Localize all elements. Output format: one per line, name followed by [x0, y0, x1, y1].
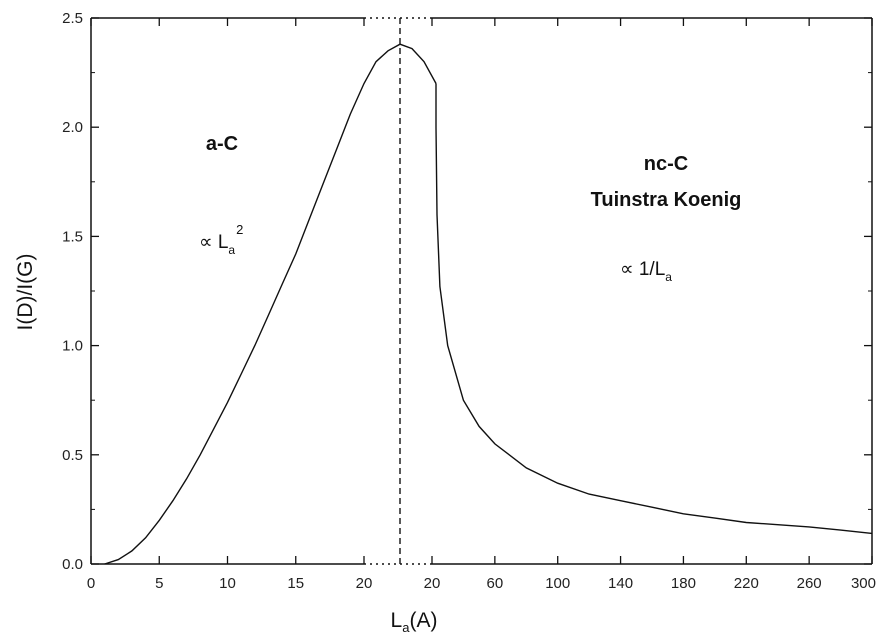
y-tick-label: 1.0 [62, 338, 83, 355]
nc-c-formula-sub: a [665, 270, 672, 284]
x-tick-label-right: 60 [487, 575, 504, 592]
nc-c-formula: ∝ 1/La [620, 259, 672, 284]
series-falling-line [435, 83, 873, 535]
axis-break-markers [364, 17, 432, 565]
x-tick-label-right: 20 [424, 575, 441, 592]
x-axis-ticks: 0 5 10 15 20 20 60 100 140 180 220 260 300 [87, 18, 876, 592]
x-axis-title-sub: a [402, 620, 410, 635]
x-tick-label-left: 15 [287, 575, 304, 592]
y-axis-title: I(D)/I(G) [14, 254, 37, 331]
x-tick-label-right: 100 [545, 575, 570, 592]
y-tick-label: 1.5 [62, 228, 83, 245]
x-tick-label-left: 20 [356, 575, 373, 592]
x-tick-label-right: 180 [671, 575, 696, 592]
a-c-formula-sup: 2 [236, 222, 243, 237]
series-rising-line [104, 43, 437, 565]
x-tick-label-right: 140 [608, 575, 633, 592]
a-c-formula-sub: a [228, 243, 235, 257]
y-tick-label: 2.5 [62, 10, 83, 27]
series-layer [104, 43, 873, 565]
x-tick-label-right: 260 [797, 575, 822, 592]
a-c-formula-prefix: ∝ L [199, 232, 228, 253]
y-axis-ticks: 0.0 0.5 1.0 1.5 2.0 2.5 [62, 10, 872, 573]
tuinstra-koenig-title: Tuinstra Koenig [591, 189, 742, 211]
y-tick-label: 2.0 [62, 119, 83, 136]
x-tick-label-left: 0 [87, 575, 95, 592]
nc-c-title: nc-C [644, 153, 688, 175]
y-tick-label: 0.0 [62, 556, 83, 573]
a-c-formula: ∝ La2 [199, 222, 243, 257]
x-tick-label-right: 300 [851, 575, 876, 592]
x-tick-label-left: 10 [219, 575, 236, 592]
x-axis-title: La(A) [391, 609, 438, 635]
y-tick-label: 0.5 [62, 447, 83, 464]
x-tick-label-left: 5 [155, 575, 163, 592]
x-axis-title-rest: (A) [409, 609, 437, 632]
plot-frame [90, 17, 873, 565]
x-tick-label-right: 220 [734, 575, 759, 592]
a-c-title: a-C [206, 133, 238, 155]
x-axis-title-main: L [391, 609, 403, 632]
nc-c-formula-prefix: ∝ 1/L [620, 259, 665, 280]
